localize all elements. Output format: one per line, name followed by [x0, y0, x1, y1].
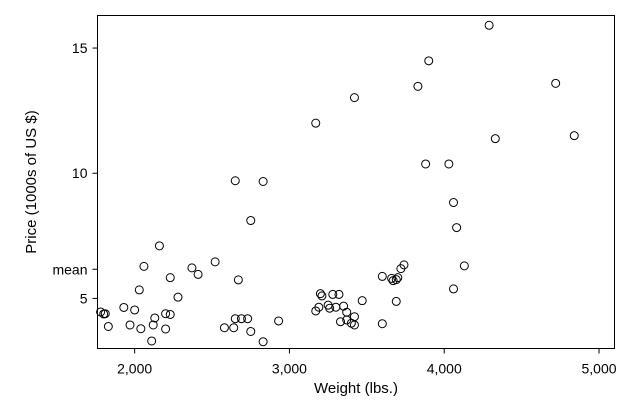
data-point [258, 176, 268, 186]
data-point [246, 326, 256, 336]
data-point [391, 275, 401, 285]
data-point [230, 176, 240, 186]
data-point [161, 324, 171, 334]
data-point [349, 312, 359, 322]
y-tick-label: 5 [80, 290, 88, 306]
y-tick-label: mean [52, 261, 87, 277]
data-point [154, 241, 164, 251]
data-point [459, 261, 469, 271]
data-point [173, 292, 183, 302]
data-point [125, 320, 135, 330]
data-point [551, 78, 561, 88]
data-point [258, 337, 268, 347]
data-point [130, 305, 140, 315]
data-point [233, 275, 243, 285]
data-point [452, 223, 462, 233]
data-point [246, 216, 256, 226]
data-point [147, 336, 157, 346]
data-point [161, 309, 171, 319]
data-point [134, 285, 144, 295]
x-tick-label: 2,000 [117, 361, 152, 377]
data-point [336, 317, 346, 327]
data-point [219, 323, 229, 333]
y-axis-title: Price (1000s of US $) [23, 110, 40, 253]
data-point [103, 321, 113, 331]
data-point [569, 131, 579, 141]
data-points [96, 20, 579, 347]
data-point [119, 302, 129, 312]
data-point [377, 271, 387, 281]
data-point [449, 198, 459, 208]
x-axis-title: Weight (lbs.) [314, 380, 398, 397]
x-tick-label: 4,000 [427, 361, 462, 377]
data-point [187, 263, 197, 273]
data-point [349, 93, 359, 103]
data-point [139, 261, 149, 271]
data-point [315, 289, 325, 299]
data-point [210, 257, 220, 267]
data-point [449, 284, 459, 294]
data-point [165, 309, 175, 319]
data-point [484, 20, 494, 30]
x-tick-label: 5,000 [581, 361, 616, 377]
data-point [325, 303, 335, 313]
data-point [328, 289, 338, 299]
data-point [229, 323, 239, 333]
data-point [357, 296, 367, 306]
data-point [99, 309, 109, 319]
y-tick-label: 15 [72, 40, 88, 56]
data-point [243, 314, 253, 324]
data-point [317, 291, 327, 301]
data-point [274, 316, 284, 326]
data-point [349, 320, 359, 330]
x-tick-label: 3,000 [272, 361, 307, 377]
data-point [342, 307, 352, 317]
data-point [136, 324, 146, 334]
data-point [193, 269, 203, 279]
data-point [391, 296, 401, 306]
data-point [393, 273, 403, 283]
data-point [387, 273, 397, 283]
data-point [236, 314, 246, 324]
data-point [148, 320, 158, 330]
data-point [444, 159, 454, 169]
x-axis-ticks: 2,000 3,000 4,000 5,000 [117, 348, 617, 377]
data-point [165, 273, 175, 283]
data-point [377, 319, 387, 329]
y-tick-label: 10 [72, 165, 88, 181]
data-point [230, 314, 240, 324]
data-point [150, 313, 160, 323]
data-point [490, 134, 500, 144]
data-point [399, 260, 409, 270]
data-point [424, 56, 434, 66]
plot-area-frame [97, 15, 615, 349]
data-point [421, 159, 431, 169]
data-point [314, 302, 324, 312]
data-point [413, 81, 423, 91]
data-point [334, 289, 344, 299]
data-point [311, 118, 321, 128]
y-axis-ticks: 5 mean 10 15 [52, 40, 98, 306]
